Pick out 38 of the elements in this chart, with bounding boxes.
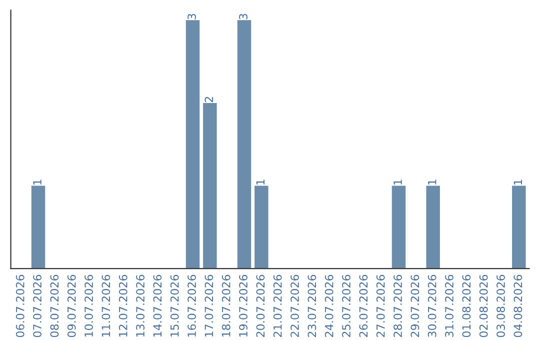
x-tick-label: 16.07.2026 <box>188 274 196 337</box>
x-tick-label: 28.07.2026 <box>394 274 402 337</box>
x-tick-label: 19.07.2026 <box>239 274 248 337</box>
x-tick-label: 23.07.2026 <box>308 274 316 337</box>
x-tick-label: 31.07.2026 <box>445 274 454 337</box>
x-tick-label: 03.08.2026 <box>496 274 505 338</box>
x-tick-label: 20.07.2026 <box>256 274 265 337</box>
data-label: 3 <box>188 14 196 20</box>
x-tick-label: 01.08.2026 <box>462 274 471 338</box>
x-tick-label: 09.07.2026 <box>67 274 76 338</box>
data-label: 3 <box>239 14 248 20</box>
x-tick-label: 18.07.2026 <box>222 274 230 337</box>
data-label: 1 <box>256 180 264 185</box>
x-tick-label: 08.07.2026 <box>50 274 59 338</box>
x-tick-label: 24.07.2026 <box>324 274 334 337</box>
x-tick-label: 26.07.2026 <box>359 274 368 337</box>
x-tick-label: 02.08.2026 <box>479 274 488 338</box>
x-tick-label: 13.07.2026 <box>136 274 144 337</box>
x-tick-label: 15.07.2026 <box>170 274 179 337</box>
x-tick-label: 11.07.2026 <box>102 274 110 337</box>
x-tick-label: 25.07.2026 <box>342 274 350 337</box>
data-label: 1 <box>514 180 522 185</box>
data-label: 1 <box>394 180 402 185</box>
x-tick-label: 07.07.2026 <box>33 274 42 338</box>
x-tick-label: 21.07.2026 <box>273 274 282 337</box>
x-tick-label: 30.07.2026 <box>428 274 436 337</box>
data-label: 2 <box>204 97 213 102</box>
x-tick-label: 22.07.2026 <box>290 274 299 337</box>
data-label: 1 <box>33 180 42 185</box>
x-tick-label: 10.07.2026 <box>84 274 93 337</box>
x-tick-label: 29.07.2026 <box>410 274 420 337</box>
x-tick-label: 27.07.2026 <box>376 274 385 337</box>
data-label: 1 <box>428 180 436 185</box>
x-tick-label: 17.07.2026 <box>204 274 214 337</box>
x-tick-label: 04.08.2026 <box>514 274 522 338</box>
x-tick-label: 14.07.2026 <box>153 274 162 337</box>
x-tick-label: 06.07.2026 <box>16 274 24 338</box>
x-tick-label: 12.07.2026 <box>118 274 128 337</box>
